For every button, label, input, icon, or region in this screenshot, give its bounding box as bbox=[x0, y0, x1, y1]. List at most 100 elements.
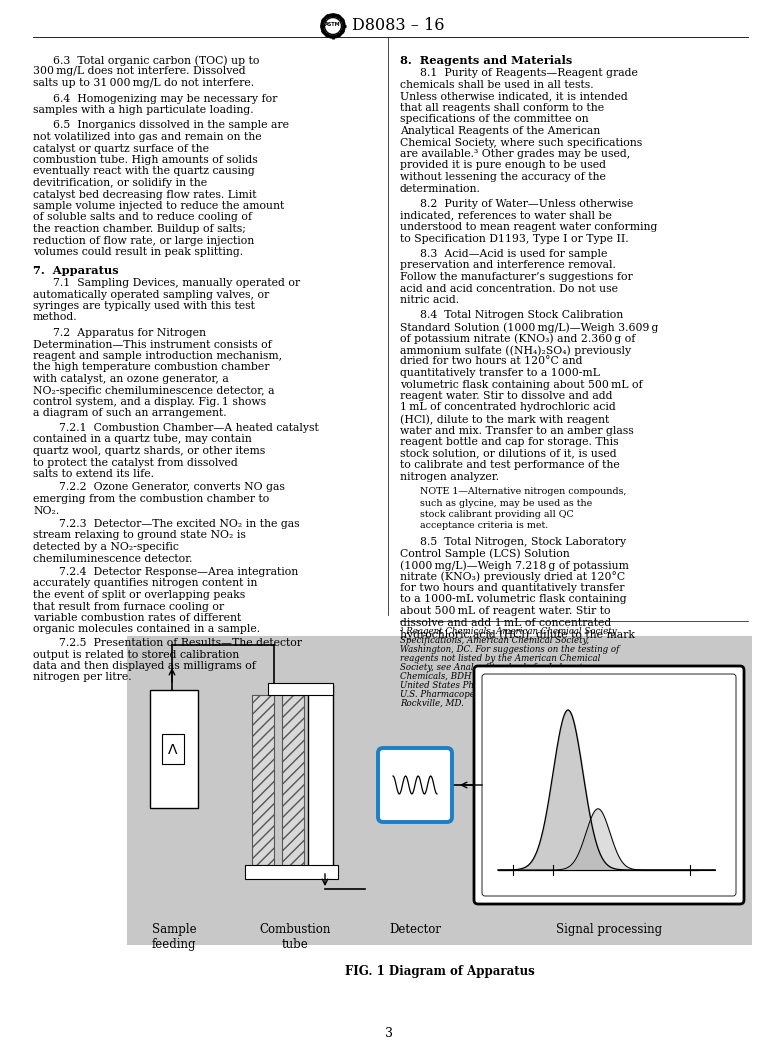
Text: about 500 mL of reagent water. Stir to: about 500 mL of reagent water. Stir to bbox=[400, 606, 611, 616]
Text: stream relaxing to ground state NO₂ is: stream relaxing to ground state NO₂ is bbox=[33, 531, 246, 540]
Text: Society, see Analar Standards for Laboratory: Society, see Analar Standards for Labora… bbox=[400, 663, 597, 672]
Text: (1000 mg/L)—Weigh 7.218 g of potassium: (1000 mg/L)—Weigh 7.218 g of potassium bbox=[400, 560, 629, 570]
Bar bbox=[308, 685, 333, 873]
Text: nitrogen analyzer.: nitrogen analyzer. bbox=[400, 472, 499, 482]
Text: organic molecules contained in a sample.: organic molecules contained in a sample. bbox=[33, 625, 260, 635]
Text: sample volume injected to reduce the amount: sample volume injected to reduce the amo… bbox=[33, 201, 284, 211]
Text: nitric acid.: nitric acid. bbox=[400, 295, 459, 305]
Text: automatically operated sampling valves, or: automatically operated sampling valves, … bbox=[33, 289, 269, 300]
Text: to Specification D1193, Type I or Type II.: to Specification D1193, Type I or Type I… bbox=[400, 233, 629, 244]
Text: the event of split or overlapping peaks: the event of split or overlapping peaks bbox=[33, 590, 245, 600]
Text: salts to extend its life.: salts to extend its life. bbox=[33, 469, 154, 479]
Text: 8.5  Total Nitrogen, Stock Laboratory: 8.5 Total Nitrogen, Stock Laboratory bbox=[420, 537, 626, 547]
Text: control system, and a display. Fig. 1 shows: control system, and a display. Fig. 1 sh… bbox=[33, 397, 266, 407]
Text: detected by a NO₂-specific: detected by a NO₂-specific bbox=[33, 542, 179, 552]
Text: salts up to 31 000 mg/L do not interfere.: salts up to 31 000 mg/L do not interfere… bbox=[33, 78, 254, 88]
Text: stock solution, or dilutions of it, is used: stock solution, or dilutions of it, is u… bbox=[400, 449, 617, 458]
Text: reagent and sample introduction mechanism,: reagent and sample introduction mechanis… bbox=[33, 351, 282, 361]
Text: preservation and interference removal.: preservation and interference removal. bbox=[400, 260, 616, 271]
Text: reduction of flow rate, or large injection: reduction of flow rate, or large injecti… bbox=[33, 235, 254, 246]
Text: determination.: determination. bbox=[400, 183, 481, 194]
Bar bbox=[127, 636, 752, 945]
Text: without lessening the accuracy of the: without lessening the accuracy of the bbox=[400, 172, 606, 182]
Text: dissolve and add 1 mL of concentrated: dissolve and add 1 mL of concentrated bbox=[400, 617, 612, 628]
Text: to a 1000-mL volumetric flask containing: to a 1000-mL volumetric flask containing bbox=[400, 594, 626, 605]
Text: 6.5  Inorganics dissolved in the sample are: 6.5 Inorganics dissolved in the sample a… bbox=[53, 121, 289, 130]
Text: Rockville, MD.: Rockville, MD. bbox=[400, 699, 464, 708]
Text: catalyst bed decreasing flow rates. Limit: catalyst bed decreasing flow rates. Limi… bbox=[33, 189, 257, 200]
Text: ³ Reagent Chemicals, American Chemical Society: ³ Reagent Chemicals, American Chemical S… bbox=[400, 627, 617, 636]
FancyBboxPatch shape bbox=[474, 666, 744, 904]
Text: stock calibrant providing all QC: stock calibrant providing all QC bbox=[420, 510, 573, 519]
Text: D8083 – 16: D8083 – 16 bbox=[352, 18, 444, 34]
Text: Specifications, American Chemical Society,: Specifications, American Chemical Societ… bbox=[400, 636, 589, 645]
Text: that all reagents shall conform to the: that all reagents shall conform to the bbox=[400, 103, 605, 113]
Text: Signal processing: Signal processing bbox=[556, 923, 662, 936]
Text: reagent water. Stir to dissolve and add: reagent water. Stir to dissolve and add bbox=[400, 391, 612, 401]
Text: 6.4  Homogenizing may be necessary for: 6.4 Homogenizing may be necessary for bbox=[53, 94, 278, 103]
Text: 7.1  Sampling Devices, manually operated or: 7.1 Sampling Devices, manually operated … bbox=[53, 278, 300, 288]
Text: Washington, DC. For suggestions on the testing of: Washington, DC. For suggestions on the t… bbox=[400, 645, 619, 654]
Text: contained in a quartz tube, may contain: contained in a quartz tube, may contain bbox=[33, 434, 252, 445]
Text: NO₂.: NO₂. bbox=[33, 506, 59, 515]
Text: that result from furnace cooling or: that result from furnace cooling or bbox=[33, 602, 224, 611]
Text: are available.³ Other grades may be used,: are available.³ Other grades may be used… bbox=[400, 149, 630, 159]
Text: 7.2.5  Presentation of Results—The detector: 7.2.5 Presentation of Results—The detect… bbox=[59, 638, 302, 648]
Text: for two hours and quantitatively transfer: for two hours and quantitatively transfe… bbox=[400, 583, 625, 593]
Text: 8.2  Purity of Water—Unless otherwise: 8.2 Purity of Water—Unless otherwise bbox=[420, 199, 633, 209]
Text: United States Pharmacopeia and National Formulary,: United States Pharmacopeia and National … bbox=[400, 681, 634, 690]
Text: Combustion
tube: Combustion tube bbox=[259, 923, 331, 951]
Text: dried for two hours at 120°C and: dried for two hours at 120°C and bbox=[400, 356, 583, 366]
Text: 7.2.4  Detector Response—Area integration: 7.2.4 Detector Response—Area integration bbox=[59, 567, 298, 577]
Text: reagents not listed by the American Chemical: reagents not listed by the American Chem… bbox=[400, 654, 601, 663]
Text: Detector: Detector bbox=[389, 923, 441, 936]
Text: chemiluminescence detector.: chemiluminescence detector. bbox=[33, 554, 192, 563]
Text: not volatilized into gas and remain on the: not volatilized into gas and remain on t… bbox=[33, 132, 261, 142]
Bar bbox=[245, 865, 338, 879]
Text: 8.4  Total Nitrogen Stock Calibration: 8.4 Total Nitrogen Stock Calibration bbox=[420, 310, 623, 321]
Text: 8.  Reagents and Materials: 8. Reagents and Materials bbox=[400, 55, 573, 66]
Text: 7.2.1  Combustion Chamber—A heated catalyst: 7.2.1 Combustion Chamber—A heated cataly… bbox=[59, 423, 319, 433]
Text: specifications of the committee on: specifications of the committee on bbox=[400, 115, 589, 125]
Text: Sample
feeding: Sample feeding bbox=[152, 923, 196, 951]
Text: samples with a high particulate loading.: samples with a high particulate loading. bbox=[33, 105, 254, 115]
Text: 7.2  Apparatus for Nitrogen: 7.2 Apparatus for Nitrogen bbox=[53, 328, 206, 338]
Text: to calibrate and test performance of the: to calibrate and test performance of the bbox=[400, 460, 620, 469]
Text: to protect the catalyst from dissolved: to protect the catalyst from dissolved bbox=[33, 457, 238, 467]
Bar bbox=[162, 734, 184, 764]
Text: devitrification, or solidify in the: devitrification, or solidify in the bbox=[33, 178, 207, 188]
Text: hydrochloric acid (HCl), dilute to the mark: hydrochloric acid (HCl), dilute to the m… bbox=[400, 629, 635, 639]
Text: 1 mL of concentrated hydrochloric acid: 1 mL of concentrated hydrochloric acid bbox=[400, 403, 615, 412]
Text: NOTE 1—Alternative nitrogen compounds,: NOTE 1—Alternative nitrogen compounds, bbox=[420, 487, 626, 496]
Text: provided it is pure enough to be used: provided it is pure enough to be used bbox=[400, 160, 606, 171]
Bar bbox=[282, 695, 304, 865]
Text: 300 mg/L does not interfere. Dissolved: 300 mg/L does not interfere. Dissolved bbox=[33, 67, 246, 76]
Text: the high temperature combustion chamber: the high temperature combustion chamber bbox=[33, 362, 269, 373]
Text: combustion tube. High amounts of solids: combustion tube. High amounts of solids bbox=[33, 155, 258, 166]
Text: such as glycine, may be used as the: such as glycine, may be used as the bbox=[420, 499, 592, 508]
Text: Λ: Λ bbox=[168, 743, 177, 757]
Text: nitrate (KNO₃) previously dried at 120°C: nitrate (KNO₃) previously dried at 120°C bbox=[400, 572, 626, 582]
Text: 8.3  Acid—Acid is used for sample: 8.3 Acid—Acid is used for sample bbox=[420, 249, 608, 259]
Text: water and mix. Transfer to an amber glass: water and mix. Transfer to an amber glas… bbox=[400, 426, 634, 435]
Text: of soluble salts and to reduce cooling of: of soluble salts and to reduce cooling o… bbox=[33, 212, 252, 223]
Text: (HCl), dilute to the mark with reagent: (HCl), dilute to the mark with reagent bbox=[400, 414, 609, 425]
Text: the reaction chamber. Buildup of salts;: the reaction chamber. Buildup of salts; bbox=[33, 224, 246, 234]
Text: eventually react with the quartz causing: eventually react with the quartz causing bbox=[33, 167, 254, 177]
Text: Chemical Society, where such specifications: Chemical Society, where such specificati… bbox=[400, 137, 643, 148]
Text: volumes could result in peak splitting.: volumes could result in peak splitting. bbox=[33, 247, 243, 257]
Text: FIG. 1 Diagram of Apparatus: FIG. 1 Diagram of Apparatus bbox=[345, 965, 535, 977]
Text: catalyst or quartz surface of the: catalyst or quartz surface of the bbox=[33, 144, 209, 153]
Text: quartz wool, quartz shards, or other items: quartz wool, quartz shards, or other ite… bbox=[33, 446, 265, 456]
Text: 3: 3 bbox=[385, 1027, 393, 1040]
Text: Chemicals, BDH Ltd., Poole, Dorset, U.K., and the: Chemicals, BDH Ltd., Poole, Dorset, U.K.… bbox=[400, 672, 619, 681]
Text: data and then displayed as milligrams of: data and then displayed as milligrams of bbox=[33, 661, 256, 671]
Text: nitrogen per litre.: nitrogen per litre. bbox=[33, 672, 131, 683]
Text: acid and acid concentration. Do not use: acid and acid concentration. Do not use bbox=[400, 283, 618, 294]
Text: accurately quantifies nitrogen content in: accurately quantifies nitrogen content i… bbox=[33, 579, 258, 588]
Text: syringes are typically used with this test: syringes are typically used with this te… bbox=[33, 301, 255, 311]
Text: quantitatively transfer to a 1000-mL: quantitatively transfer to a 1000-mL bbox=[400, 369, 600, 378]
Text: variable combustion rates of different: variable combustion rates of different bbox=[33, 613, 241, 623]
Text: output is related to stored calibration: output is related to stored calibration bbox=[33, 650, 240, 660]
Text: acceptance criteria is met.: acceptance criteria is met. bbox=[420, 522, 548, 531]
